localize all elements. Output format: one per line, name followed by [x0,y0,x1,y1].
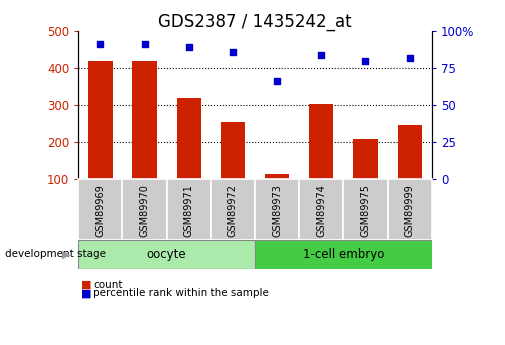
Text: development stage: development stage [5,249,106,259]
Point [273,79,281,84]
Bar [78,179,123,240]
Point [362,58,370,63]
Text: GSM89999: GSM89999 [405,184,415,237]
Bar [88,61,113,179]
Point [406,55,414,60]
Point [96,42,105,47]
Text: ■: ■ [81,288,91,298]
Point [317,52,325,58]
Bar [211,179,255,240]
Title: GDS2387 / 1435242_at: GDS2387 / 1435242_at [158,13,352,31]
Text: percentile rank within the sample: percentile rank within the sample [93,288,269,298]
Text: GSM89973: GSM89973 [272,184,282,237]
Text: 1-cell embryo: 1-cell embryo [302,248,384,261]
Bar [388,179,432,240]
Bar [255,240,432,269]
Bar [309,104,333,179]
Text: GSM89971: GSM89971 [184,184,194,237]
Text: count: count [93,280,123,289]
Text: ▶: ▶ [62,249,71,259]
Bar [299,179,343,240]
Bar [78,240,255,269]
Text: GSM89975: GSM89975 [361,184,371,237]
Bar [123,179,167,240]
Text: GSM89974: GSM89974 [316,184,326,237]
Bar [397,125,422,179]
Bar [343,179,388,240]
Bar [221,122,245,179]
Text: GSM89970: GSM89970 [139,184,149,237]
Point [229,49,237,55]
Bar [265,174,289,179]
Text: oocyte: oocyte [147,248,186,261]
Bar [354,139,378,179]
Point [185,45,193,50]
Text: GSM89972: GSM89972 [228,184,238,237]
Text: GSM89969: GSM89969 [95,184,106,237]
Bar [255,179,299,240]
Bar [132,61,157,179]
Bar [177,98,201,179]
Point [140,42,148,47]
Text: ■: ■ [81,280,91,289]
Bar [167,179,211,240]
